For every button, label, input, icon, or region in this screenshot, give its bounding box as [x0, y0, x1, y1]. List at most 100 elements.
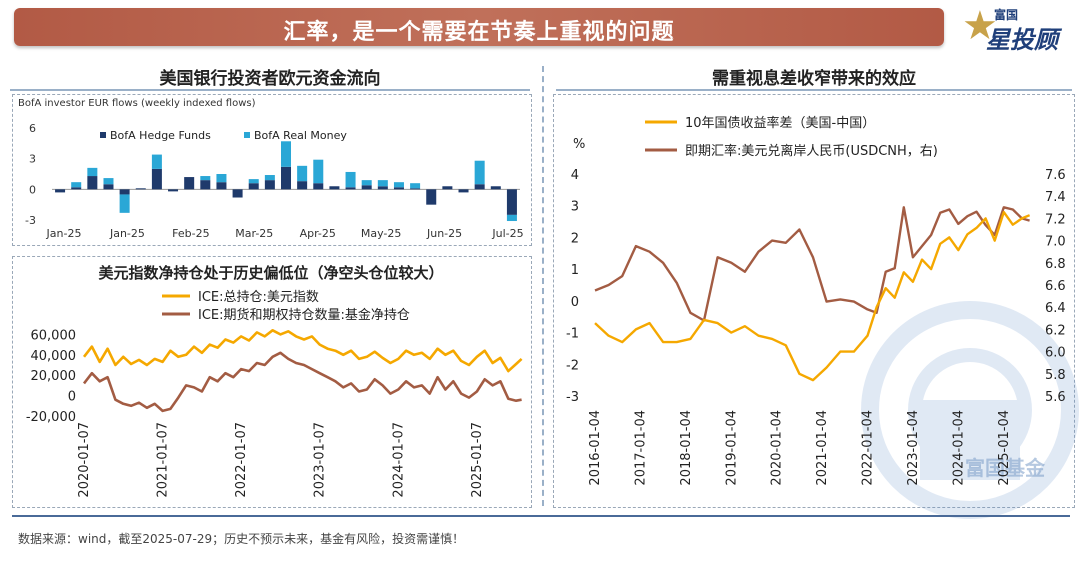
hedge-funds-bar [393, 187, 404, 190]
chart3-right-tick-label: 7.2 [1045, 212, 1066, 227]
usd-index-position-chart: 美元指数净持仓处于历史偏低位（净空头仓位较大） ICE:总持仓:美元指数 ICE:… [26, 264, 523, 498]
real-money-bar [410, 183, 421, 189]
position-chart-frame [12, 256, 532, 508]
hedge-funds-bar [168, 189, 179, 192]
chart1-ytick-label: 0 [29, 183, 36, 196]
chart3-xtick-label: 2019-01-04 [724, 410, 739, 486]
hedge-funds-bar [232, 189, 243, 198]
hedge-funds-bar [426, 189, 437, 205]
real-money-bar [393, 182, 404, 188]
hedge-funds-bar [377, 186, 388, 190]
page-title: 汇率，是一个需要在节奏上重视的问题 [283, 20, 675, 45]
chart3-right-tick-label: 7.6 [1045, 168, 1066, 183]
real-money-bar [248, 179, 259, 184]
chart2-xtick-label: 2025-01-07 [470, 422, 485, 498]
hedge-funds-bar [313, 183, 324, 190]
chart2-xtick-label: 2024-01-07 [391, 422, 406, 498]
chart1-xtick-label: Apr-25 [300, 227, 336, 240]
hedge-funds-bar [216, 182, 227, 190]
chart1-xtick-label: Jan-25 [46, 227, 82, 240]
hedge-funds-bar [345, 187, 356, 190]
chart3-xtick-label: 2018-01-04 [679, 410, 694, 486]
chart3-legend-label: 10年国债收益率差（美国-中国） [685, 115, 875, 131]
usdcnh-line [594, 206, 1030, 322]
chart3-xtick-label: 2024-01-04 [951, 410, 966, 486]
chart1-title: BofA investor EUR flows (weekly indexed … [18, 98, 256, 109]
chart1-xtick-label: Mar-25 [235, 227, 273, 240]
chart2-xtick-label: 2020-01-07 [77, 422, 92, 498]
watermark-logo-icon [861, 301, 1079, 519]
hedge-funds-bar [151, 168, 162, 190]
chart2-ytick-label: 40,000 [31, 349, 77, 364]
hedge-funds-bar [119, 189, 130, 195]
real-money-bar [361, 180, 372, 186]
chart2-title: 美元指数净持仓处于历史偏低位（净空头仓位较大） [98, 264, 443, 282]
real-money-bar [103, 178, 114, 185]
footer-rule [12, 515, 1070, 517]
chart3-xtick-label: 2022-01-04 [861, 410, 876, 486]
real-money-bar [345, 171, 356, 188]
chart1-xtick-label: Feb-25 [172, 227, 209, 240]
chart2-ytick-label: -20,000 [26, 410, 76, 425]
total-position-line [82, 329, 523, 373]
fund-net-position-line [82, 351, 522, 413]
real-money-bar [71, 182, 82, 188]
real-money-bar [200, 176, 211, 181]
panel-divider [542, 66, 544, 506]
real-money-bar [264, 175, 275, 181]
chart3-left-tick-label: -1 [566, 327, 579, 342]
hedge-funds-bar [103, 184, 114, 190]
chart2-ytick-label: 20,000 [31, 369, 77, 384]
real-money-bar [377, 180, 388, 187]
real-money-bar [151, 154, 162, 169]
hedge-funds-bar [200, 180, 211, 190]
chart1-ytick-label: 3 [29, 153, 36, 166]
chart3-right-tick-label: 6.8 [1045, 257, 1066, 272]
real-money-bar [216, 174, 227, 183]
footer-source-note: 数据来源：wind，截至2025-07-29；历史不预示未来，基金有风险，投资需… [18, 532, 465, 546]
hedge-funds-bar [458, 189, 469, 193]
hedge-funds-bar [71, 187, 82, 190]
chart3-xtick-label: 2023-01-04 [906, 410, 921, 486]
left-title-rule [10, 89, 530, 91]
logo-top-text: 富国 [994, 8, 1019, 22]
chart3-right-tick-label: 5.8 [1045, 368, 1066, 383]
chart3-right-tick-label: 5.6 [1045, 390, 1066, 405]
chart3-left-tick-label: 0 [571, 295, 579, 310]
chart2-xtick-label: 2022-01-07 [234, 422, 249, 498]
chart1-xtick-label: Jun-25 [426, 227, 462, 240]
real-money-bar [506, 214, 517, 222]
hedge-funds-bar [87, 176, 98, 190]
hedge-funds-bar [490, 186, 501, 190]
chart1-legend-swatch [100, 132, 106, 138]
real-money-bar [474, 160, 485, 185]
chart3-left-tick-label: -3 [566, 390, 579, 405]
brand-logo: ★ 富国 星投顾 [960, 3, 1072, 54]
chart3-left-tick-label: 4 [571, 168, 579, 183]
chart1-ytick-label: 6 [29, 122, 36, 135]
chart3-xtick-label: 2016-01-04 [588, 410, 603, 486]
chart3-right-tick-label: 6.6 [1045, 279, 1066, 294]
real-money-bar [280, 141, 292, 167]
chart3-xtick-label: 2025-01-04 [997, 410, 1012, 486]
hedge-funds-bar [361, 185, 372, 190]
hedge-funds-bar [410, 188, 421, 190]
chart3-left-axis-unit: % [573, 137, 585, 152]
chart1-xtick-label: May-25 [361, 227, 402, 240]
hedge-funds-bar [135, 188, 146, 190]
chart1-ytick-label: -3 [25, 214, 36, 227]
yield-spread-line [594, 210, 1031, 382]
chart3-xtick-label: 2021-01-04 [815, 410, 830, 486]
chart2-xtick-label: 2021-01-07 [156, 422, 171, 498]
star-icon: ★ [962, 3, 998, 49]
hedge-funds-bar [184, 177, 195, 190]
chart3-right-tick-label: 6.2 [1045, 323, 1066, 338]
watermark-text: 富国基金 [965, 456, 1045, 480]
chart3-right-tick-label: 7.0 [1045, 235, 1066, 250]
right-title-rule [556, 89, 1072, 91]
chart3-left-tick-label: -2 [566, 358, 579, 373]
chart1-xtick-label: Jan-25 [109, 227, 145, 240]
chart1-xtick-label: Jul-25 [491, 227, 523, 240]
yield-spread-fx-chart: 10年国债收益率差（美国-中国）即期汇率:美元兑离岸人民币(USDCNH，右) … [566, 115, 1066, 486]
hedge-funds-bar [297, 181, 308, 190]
